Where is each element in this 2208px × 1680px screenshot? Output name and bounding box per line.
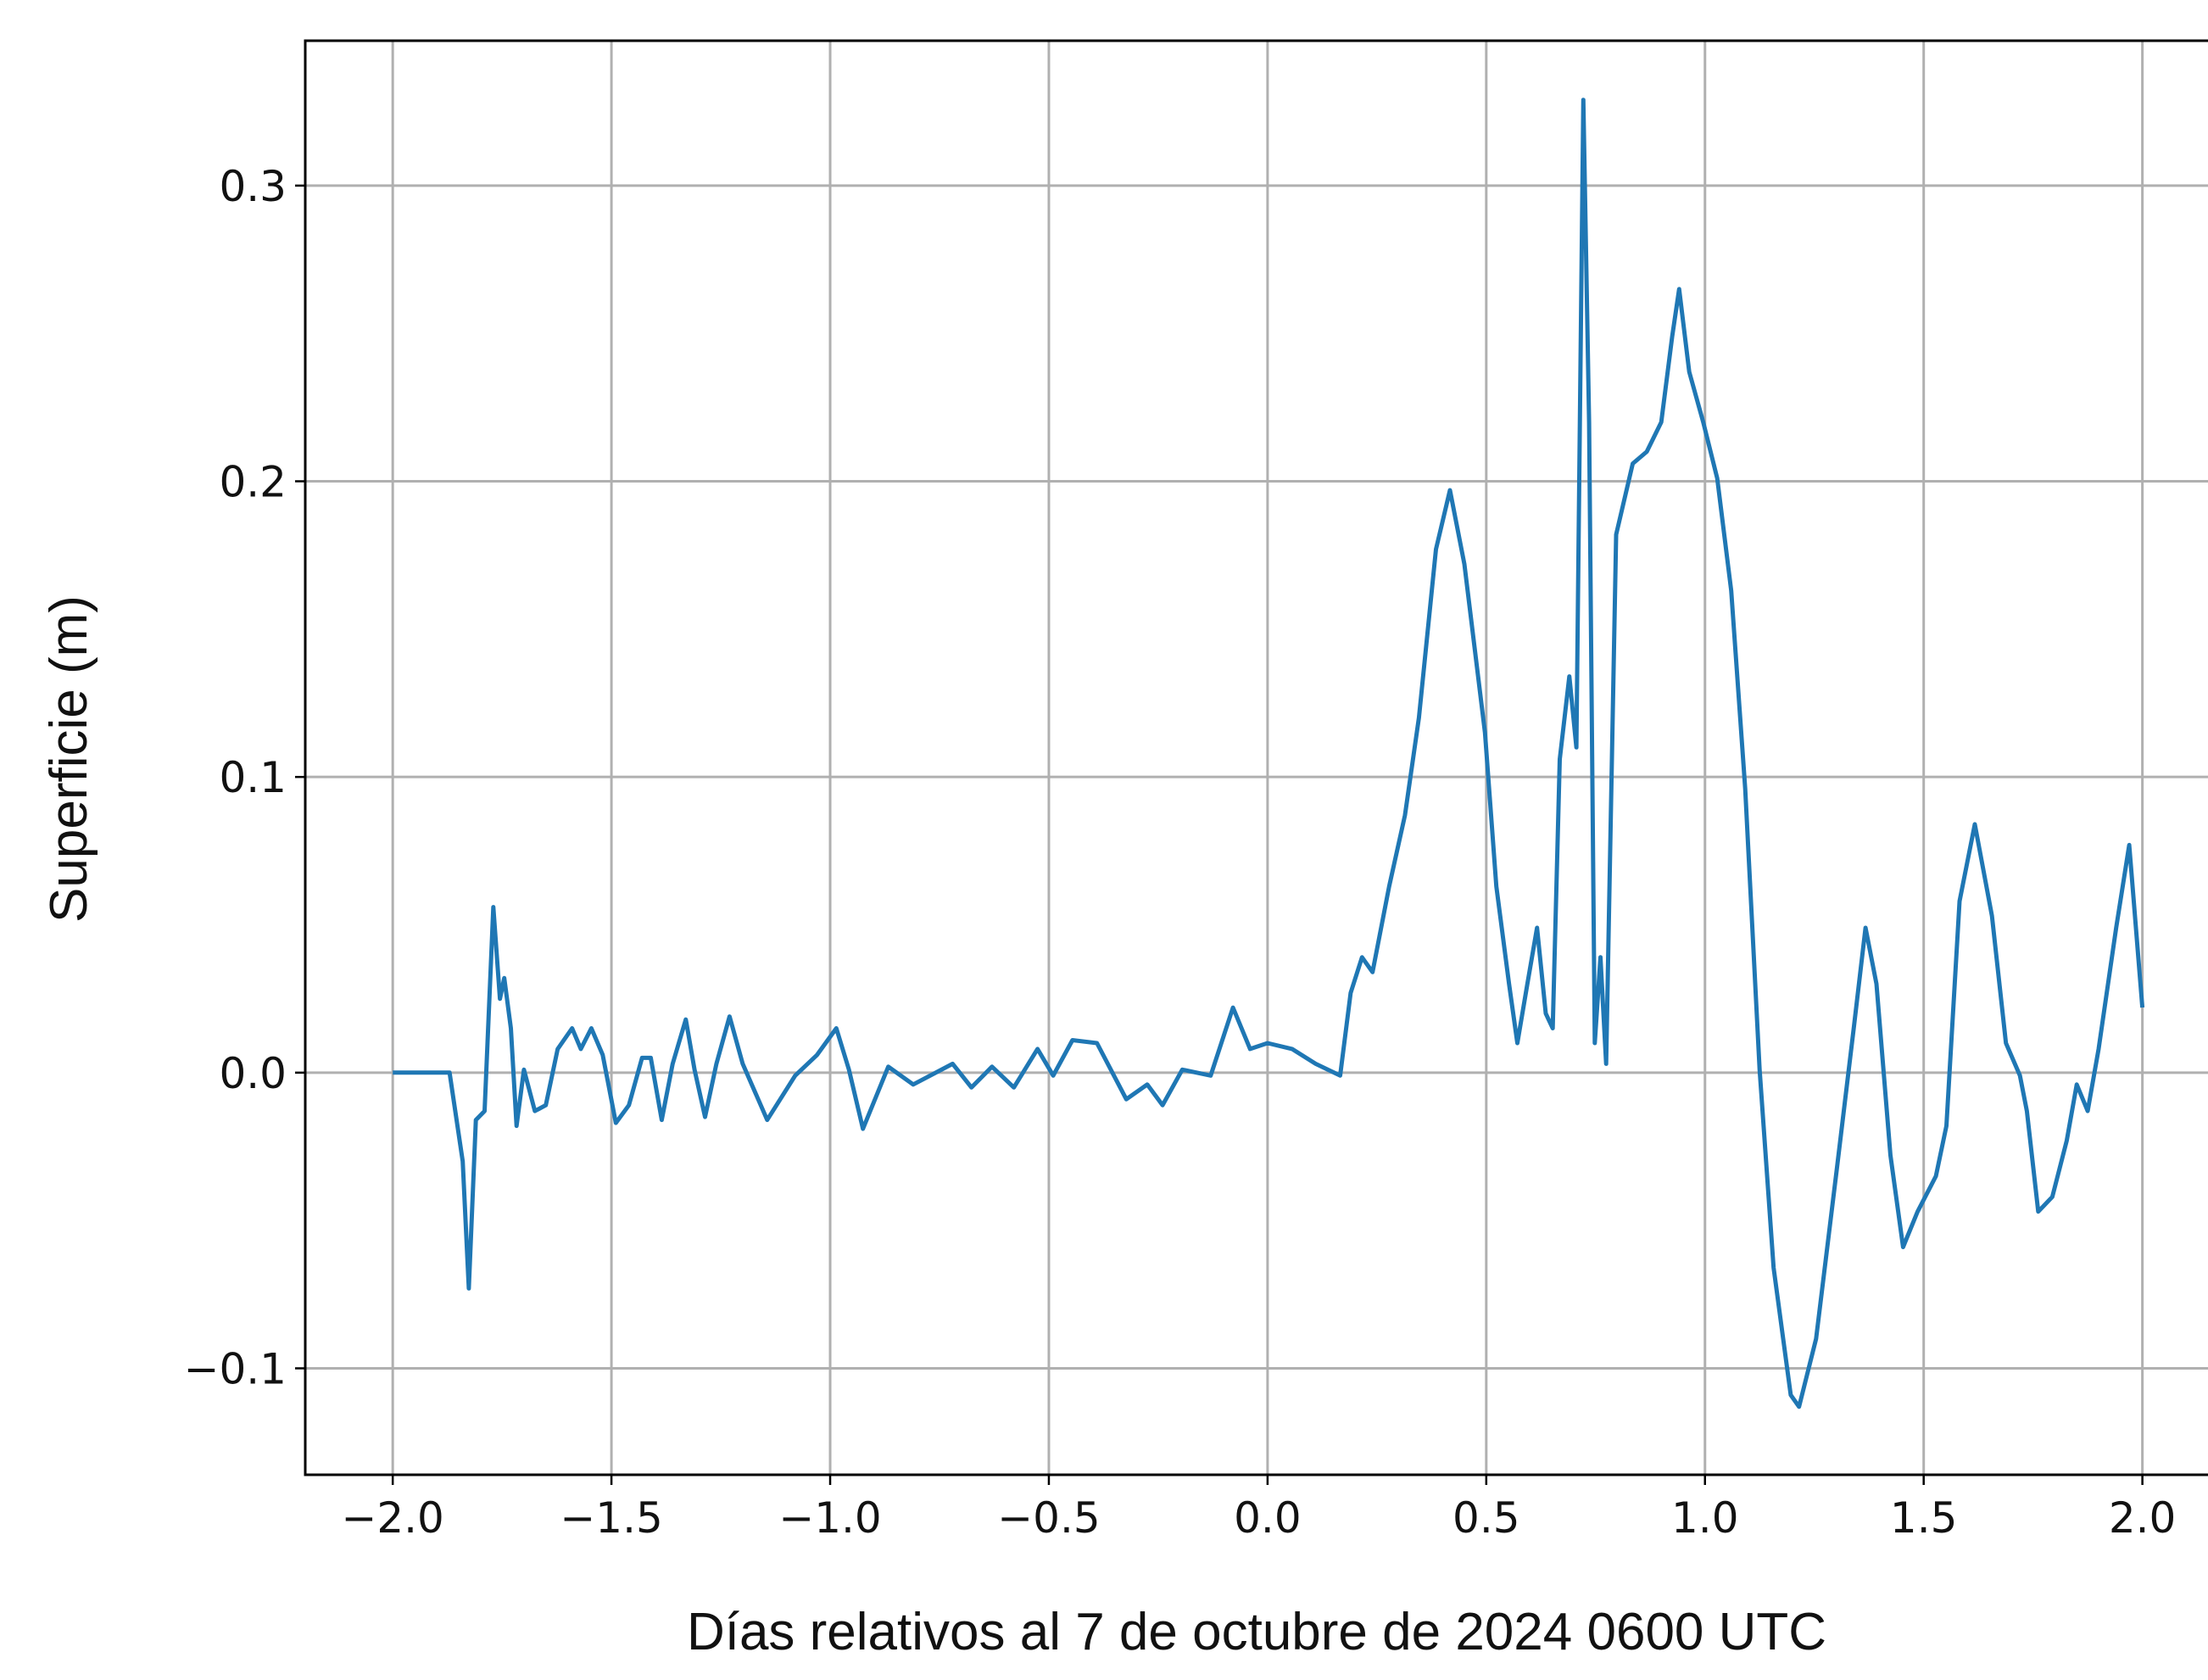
x-tick-label: −2.0 [341, 1493, 443, 1543]
x-tick-label: 1.0 [1671, 1493, 1739, 1543]
x-tick-label: 1.5 [1890, 1493, 1958, 1543]
x-tick-label: 0.5 [1452, 1493, 1520, 1543]
plot-frame [304, 39, 2208, 1476]
x-tick-label: −1.0 [778, 1493, 881, 1543]
x-axis-label: Días relativos al 7 de octubre de 2024 0… [687, 1603, 1826, 1661]
x-tick-label: −0.5 [997, 1493, 1100, 1543]
data-line [393, 98, 2145, 1409]
y-axis-label: Superficie (m) [40, 595, 98, 923]
y-tick-label: 0.2 [219, 458, 287, 507]
x-tick-label: −1.5 [560, 1493, 662, 1543]
y-tick-label: 0.0 [219, 1049, 287, 1098]
y-tick-label: 0.1 [219, 753, 287, 802]
x-tick-label: 0.0 [1234, 1493, 1302, 1543]
y-tick-label: 0.3 [219, 162, 287, 211]
x-tick-label: 2.0 [2109, 1493, 2177, 1543]
y-tick-label: −0.1 [184, 1344, 287, 1393]
